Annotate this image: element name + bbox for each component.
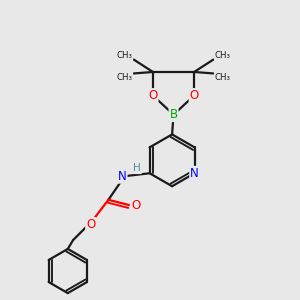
Text: CH₃: CH₃ [116,51,132,60]
Text: O: O [148,89,158,102]
Text: O: O [190,89,199,102]
Text: O: O [131,199,140,212]
Text: N: N [190,167,199,180]
Text: B: B [169,108,178,121]
Text: CH₃: CH₃ [116,73,132,82]
Text: CH₃: CH₃ [215,51,231,60]
Text: H: H [133,163,141,173]
Text: N: N [118,170,127,183]
Text: O: O [86,218,95,231]
Text: CH₃: CH₃ [215,73,231,82]
